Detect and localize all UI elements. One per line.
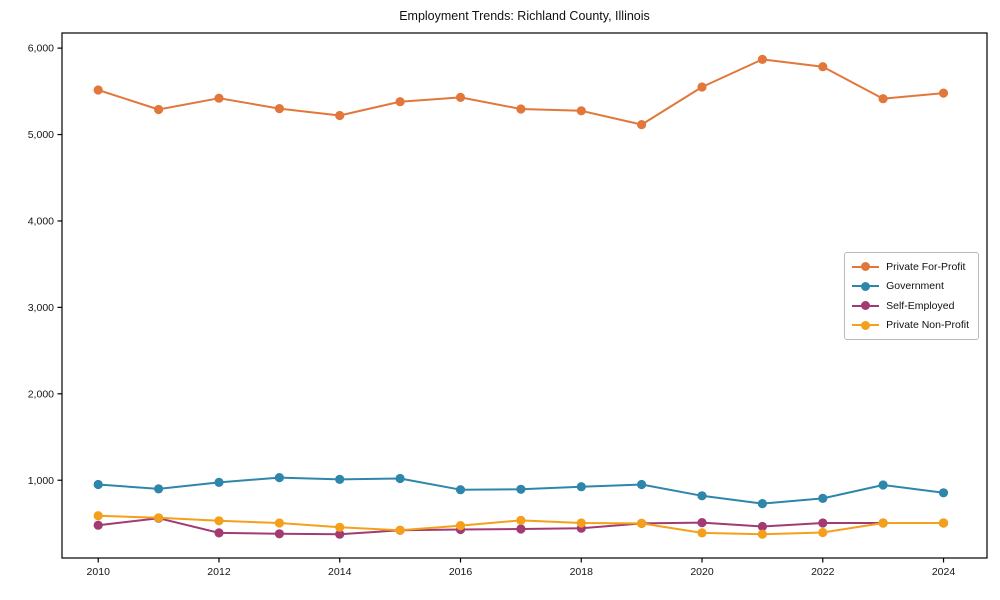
point-private-for-profit-2020 [697, 82, 707, 92]
x-tick-label: 2012 [207, 566, 231, 578]
point-private-for-profit-2012 [214, 93, 224, 103]
point-private-for-profit-2017 [516, 104, 526, 114]
point-private-for-profit-2010 [93, 85, 103, 95]
point-private-non-profit-2017 [516, 515, 526, 526]
legend-dot [861, 320, 871, 330]
legend-label: Government [886, 280, 944, 292]
legend-marker-icon [852, 262, 880, 272]
legend-item-private-for-profit: Private For-Profit [852, 259, 969, 274]
point-private-non-profit-2015 [395, 525, 405, 535]
y-tick-label: 3,000 [28, 302, 54, 314]
point-private-for-profit-2023 [878, 94, 888, 104]
point-government-2019 [637, 479, 647, 490]
x-tick-label: 2018 [570, 566, 594, 578]
point-government-2010 [93, 479, 103, 490]
point-self-employed-2022 [818, 518, 828, 528]
point-government-2021 [757, 499, 768, 509]
chart-title: Employment Trends: Richland County, Illi… [399, 9, 650, 23]
legend-dot [861, 262, 871, 271]
point-private-non-profit-2022 [818, 527, 828, 538]
point-private-non-profit-2023 [878, 518, 888, 528]
point-private-for-profit-2014 [335, 110, 345, 121]
point-government-2018 [576, 482, 586, 492]
legend-item-private-non-profit: Private Non-Profit [852, 318, 969, 333]
point-private-non-profit-2013 [274, 518, 284, 528]
point-private-non-profit-2011 [154, 513, 164, 523]
legend-marker-icon [852, 301, 880, 311]
point-private-for-profit-2018 [576, 106, 586, 116]
legend-label: Private For-Profit [886, 260, 966, 273]
legend-dot [861, 301, 871, 310]
x-tick-label: 2022 [811, 566, 835, 578]
x-tick-label: 2010 [87, 566, 111, 578]
legend-item-government: Government [852, 279, 969, 294]
point-private-for-profit-2019 [637, 120, 647, 130]
point-government-2011 [154, 484, 164, 494]
y-tick-label: 5,000 [28, 129, 54, 141]
legend-item-self-employed: Self-Employed [852, 298, 969, 313]
plot-border [61, 32, 988, 559]
point-private-non-profit-2024 [938, 518, 949, 528]
point-private-for-profit-2016 [455, 92, 466, 102]
point-private-non-profit-2016 [455, 521, 466, 531]
point-private-for-profit-2024 [938, 88, 949, 98]
point-self-employed-2020 [697, 518, 707, 528]
point-private-non-profit-2021 [757, 529, 768, 539]
point-private-for-profit-2013 [274, 104, 284, 114]
point-private-non-profit-2010 [93, 511, 103, 521]
point-government-2022 [818, 493, 828, 503]
point-private-non-profit-2014 [335, 522, 345, 532]
point-government-2014 [335, 474, 345, 484]
point-private-for-profit-2015 [395, 97, 405, 107]
point-self-employed-2014 [335, 529, 345, 539]
legend-marker-icon [852, 320, 880, 330]
point-government-2016 [455, 485, 466, 495]
x-tick-label: 2014 [328, 566, 352, 578]
point-self-employed-2010 [93, 520, 103, 530]
y-tick-label: 6,000 [28, 43, 54, 55]
legend-label: Private Non-Profit [886, 319, 969, 331]
point-government-2015 [395, 473, 405, 484]
legend: Private For-Profit Government Self-Employe… [844, 252, 979, 340]
point-private-for-profit-2021 [757, 54, 768, 64]
x-tick-label: 2016 [449, 566, 473, 578]
x-tick-label: 2020 [690, 566, 714, 578]
point-private-non-profit-2019 [637, 518, 647, 529]
y-tick-label: 2,000 [28, 388, 54, 400]
point-government-2012 [214, 477, 224, 487]
y-tick-label: 4,000 [28, 216, 54, 228]
legend-label: Self-Employed [886, 299, 955, 312]
point-government-2020 [697, 491, 707, 501]
point-self-employed-2021 [757, 521, 768, 532]
point-self-employed-2017 [516, 524, 526, 534]
point-government-2023 [878, 480, 888, 490]
point-private-non-profit-2018 [576, 518, 586, 528]
point-private-for-profit-2011 [154, 104, 164, 115]
point-government-2013 [274, 473, 284, 483]
point-self-employed-2012 [214, 528, 224, 538]
point-private-for-profit-2022 [818, 62, 828, 72]
point-private-non-profit-2012 [214, 516, 224, 526]
point-government-2024 [938, 488, 949, 498]
point-private-non-profit-2020 [697, 528, 707, 538]
point-government-2017 [516, 484, 526, 494]
legend-dot [861, 281, 871, 291]
y-tick-label: 1,000 [28, 475, 54, 487]
point-self-employed-2013 [274, 529, 284, 539]
legend-marker-icon [852, 281, 880, 291]
line-private-for-profit [97, 58, 944, 126]
x-tick-label: 2024 [932, 566, 956, 578]
